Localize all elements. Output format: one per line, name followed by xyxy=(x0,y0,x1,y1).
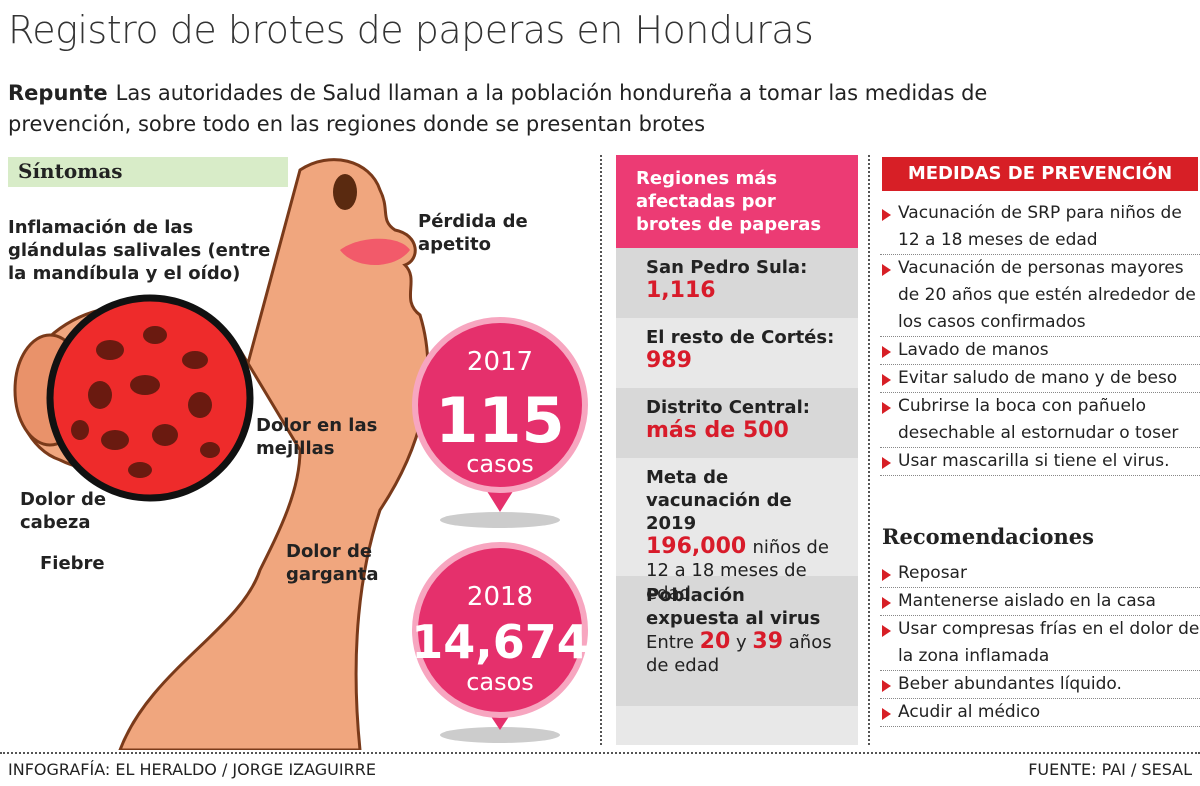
gland-spots xyxy=(71,326,220,478)
bubble-2017: 2017 115 casos xyxy=(412,317,588,528)
case-count: 115 xyxy=(435,384,564,457)
title: Registro de brotes de paperas en Hondura… xyxy=(8,8,814,52)
region-suffix: niños de 12 a 18 meses de edad xyxy=(646,537,829,604)
illustration: 2017 115 casos 2018 14,674 casos xyxy=(8,157,589,750)
region-label: Meta de vacunación de 2019 xyxy=(646,467,792,534)
region-value: 989 xyxy=(646,348,692,373)
region-part: años de edad xyxy=(646,632,832,676)
region-part: 20 xyxy=(699,629,731,654)
region-value-line: 1,116 xyxy=(646,279,844,303)
region-part: 39 xyxy=(752,629,784,654)
list-item: Evitar saludo de mano y de beso xyxy=(880,365,1200,393)
region-value: más de 500 xyxy=(646,418,789,443)
recommendations-heading: Recomendaciones xyxy=(882,524,1094,549)
list-item: Lavado de manos xyxy=(880,337,1200,365)
region-value: 1,116 xyxy=(646,278,716,303)
region-label: San Pedro Sula: xyxy=(646,257,808,278)
recommendations-list: Reposar Mantenerse aislado en la casa Usar… xyxy=(880,560,1200,727)
prevention-list: Vacunación de SRP para niños de 12 a 18 … xyxy=(880,200,1200,476)
region-item: Meta de vacunación de 2019 196,000 niños … xyxy=(616,458,858,604)
lips xyxy=(340,238,410,265)
region-part: Entre xyxy=(646,632,694,653)
nostril xyxy=(333,174,357,210)
region-item: El resto de Cortés: 989 xyxy=(616,318,858,388)
symptom: Dolor en las mejillas xyxy=(256,415,378,459)
region-part: y xyxy=(736,632,747,653)
regions-panel: Regiones más afectadas por brotes de pap… xyxy=(616,155,858,745)
intro-text: Las autoridades de Salud llaman a la pob… xyxy=(8,81,988,136)
source: FUENTE: PAI / SESAL xyxy=(1028,760,1192,779)
symptom: Dolor de garganta xyxy=(286,541,379,585)
symptom: Dolor de cabeza xyxy=(20,489,107,533)
bubble-2018: 2018 14,674 casos xyxy=(411,542,589,743)
region-label: Población expuesta al virus xyxy=(646,585,821,629)
symptoms-band xyxy=(8,157,288,187)
region-value-line: 989 xyxy=(646,349,844,373)
list-item: Cubrirse la boca con pañuelo desechable … xyxy=(880,393,1200,448)
region-value-line: más de 500 xyxy=(646,419,844,443)
symptoms-heading: Síntomas xyxy=(18,159,123,183)
symptom: Fiebre xyxy=(40,553,105,574)
list-item: Mantenerse aislado en la casa xyxy=(880,588,1200,616)
region-item: Población expuesta al virus Entre 20 y 39… xyxy=(616,576,858,706)
intro: Repunte Las autoridades de Salud llaman a… xyxy=(8,78,1068,140)
regions-list: San Pedro Sula: 1,116 El resto de Cortés: 9… xyxy=(616,248,858,706)
separator xyxy=(868,155,870,745)
credit: INFOGRAFÍA: EL HERALDO / JORGE IZAGUIRRE xyxy=(8,760,376,779)
case-unit: casos xyxy=(466,668,534,696)
list-item: Vacunación de personas mayores de 20 año… xyxy=(880,255,1200,337)
case-year: 2018 xyxy=(467,582,533,612)
case-count: 14,674 xyxy=(411,615,589,669)
region-value-line: 196,000 niños de 12 a 18 meses de edad xyxy=(646,535,844,605)
list-item: Acudir al médico xyxy=(880,699,1200,727)
symptom: Pérdida de apetito xyxy=(418,211,528,255)
case-year: 2017 xyxy=(467,347,533,377)
list-item: Vacunación de SRP para niños de 12 a 18 … xyxy=(880,200,1200,255)
region-item: Distrito Central: más de 500 xyxy=(616,388,858,458)
symptom: Inflamación de las glándulas salivales (… xyxy=(8,217,271,284)
region-parts: Entre 20 y 39 años de edad xyxy=(646,630,844,677)
list-item: Usar mascarilla si tiene el virus. xyxy=(880,448,1200,476)
intro-lead: Repunte xyxy=(8,81,108,105)
region-item: San Pedro Sula: 1,116 xyxy=(616,248,858,318)
region-label: Distrito Central: xyxy=(646,397,810,418)
case-unit: casos xyxy=(466,450,534,478)
separator xyxy=(600,155,602,745)
list-item: Usar compresas frías en el dolor de la z… xyxy=(880,616,1200,671)
region-value: 196,000 xyxy=(646,534,747,559)
list-item: Beber abundantes líquido. xyxy=(880,671,1200,699)
region-label: El resto de Cortés: xyxy=(646,327,835,348)
footer-rule xyxy=(0,752,1200,754)
prevention-heading: MEDIDAS DE PREVENCIÓN xyxy=(882,157,1198,191)
list-item: Reposar xyxy=(880,560,1200,588)
regions-heading: Regiones más afectadas por brotes de pap… xyxy=(616,155,858,248)
